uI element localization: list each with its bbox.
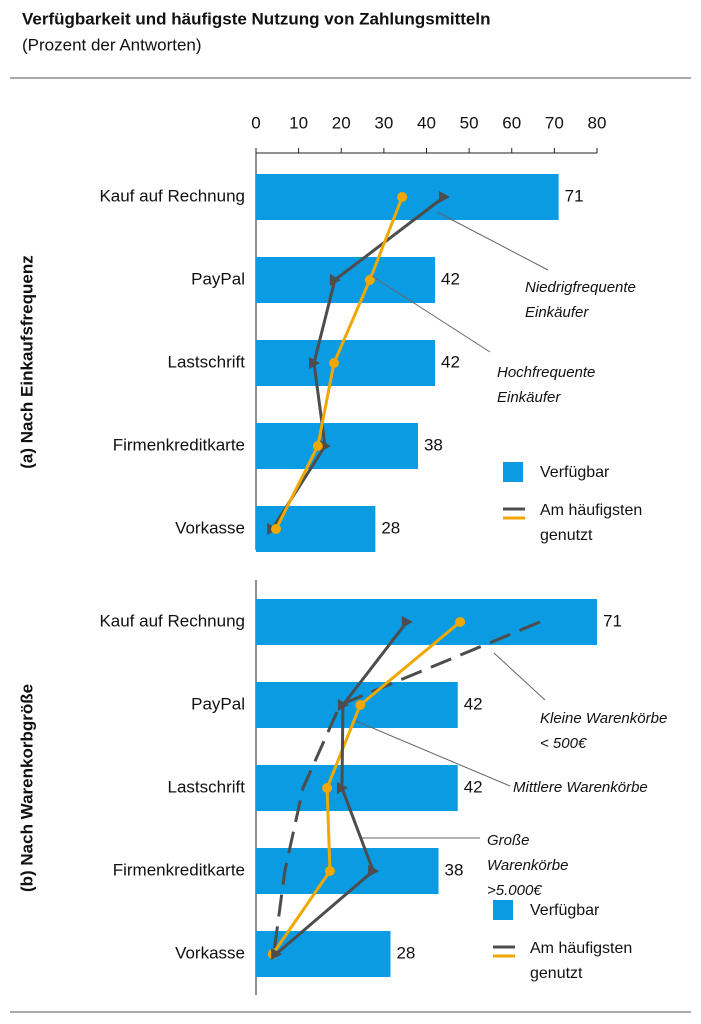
legend-label: Verfügbar bbox=[530, 902, 600, 919]
x-tick-label: 30 bbox=[374, 113, 393, 132]
series-annotation: Kleine Warenkörbe < 500€ bbox=[540, 710, 668, 752]
point bbox=[368, 865, 380, 877]
point bbox=[312, 441, 323, 451]
point bbox=[364, 275, 375, 285]
point bbox=[336, 782, 348, 794]
category-label: Lastschrift bbox=[168, 777, 246, 796]
bar bbox=[256, 848, 439, 894]
bar bbox=[256, 340, 436, 386]
value-label: 42 bbox=[464, 694, 483, 713]
annotation-leader bbox=[436, 211, 549, 271]
point bbox=[271, 524, 282, 534]
value-label: 38 bbox=[445, 860, 464, 879]
value-label: 38 bbox=[424, 435, 443, 454]
point bbox=[397, 192, 408, 202]
legend-swatch bbox=[493, 900, 513, 920]
point bbox=[329, 358, 340, 368]
category-label: Firmenkreditkarte bbox=[113, 435, 245, 454]
series-annotation: Niedrigfrequente Einkäufer bbox=[525, 279, 636, 321]
bar bbox=[256, 174, 559, 220]
value-label: 28 bbox=[381, 518, 400, 537]
value-label: 42 bbox=[441, 269, 460, 288]
series-annotation: Große Warenkörbe >5.000€ bbox=[487, 832, 569, 899]
x-tick-label: 0 bbox=[251, 113, 260, 132]
panel-label: (b) Nach Warenkorbgröße bbox=[17, 684, 36, 892]
legend-label: Am häufigsten genutzt bbox=[530, 940, 633, 982]
point bbox=[337, 699, 349, 711]
bar bbox=[256, 257, 436, 303]
x-tick-label: 40 bbox=[417, 113, 436, 132]
annotation-leader bbox=[355, 720, 511, 787]
x-tick-label: 50 bbox=[460, 113, 479, 132]
category-label: Kauf auf Rechnung bbox=[99, 186, 245, 205]
chart-subtitle: (Prozent der Antworten) bbox=[22, 35, 202, 54]
legend-label: Am häufigsten genutzt bbox=[540, 502, 643, 544]
legend-swatch bbox=[503, 462, 523, 482]
value-label: 42 bbox=[464, 777, 483, 796]
annotation-leader bbox=[371, 275, 491, 353]
point bbox=[271, 948, 283, 960]
x-tick-label: 20 bbox=[332, 113, 351, 132]
panel-label: (a) Nach Einkaufsfrequenz bbox=[17, 255, 36, 469]
chart-title: Verfügbarkeit und häufigste Nutzung von … bbox=[22, 9, 490, 28]
annotation-leader bbox=[493, 652, 546, 701]
series-annotation: Mittlere Warenkörbe bbox=[513, 779, 648, 796]
category-label: Firmenkreditkarte bbox=[113, 860, 245, 879]
point bbox=[401, 616, 413, 628]
point bbox=[455, 617, 466, 627]
x-tick-label: 80 bbox=[588, 113, 607, 132]
category-label: Vorkasse bbox=[175, 943, 245, 962]
point bbox=[355, 700, 366, 710]
category-label: Kauf auf Rechnung bbox=[99, 611, 245, 630]
category-label: PayPal bbox=[191, 694, 245, 713]
x-tick-label: 70 bbox=[545, 113, 564, 132]
x-tick-label: 10 bbox=[289, 113, 308, 132]
value-label: 42 bbox=[441, 352, 460, 371]
point bbox=[324, 866, 335, 876]
bar bbox=[256, 765, 458, 811]
value-label: 71 bbox=[603, 611, 622, 630]
category-label: Lastschrift bbox=[168, 352, 246, 371]
point bbox=[320, 440, 332, 452]
category-label: Vorkasse bbox=[175, 518, 245, 537]
legend-label: Verfügbar bbox=[540, 464, 610, 481]
point bbox=[329, 274, 341, 286]
bar bbox=[256, 599, 597, 645]
point bbox=[322, 783, 333, 793]
series-line bbox=[272, 620, 541, 955]
value-label: 71 bbox=[565, 186, 584, 205]
x-tick-label: 60 bbox=[502, 113, 521, 132]
point bbox=[308, 357, 320, 369]
category-label: PayPal bbox=[191, 269, 245, 288]
bar bbox=[256, 423, 418, 469]
series-annotation: Hochfrequente Einkäufer bbox=[497, 364, 596, 406]
value-label: 28 bbox=[396, 943, 415, 962]
point bbox=[438, 191, 450, 203]
